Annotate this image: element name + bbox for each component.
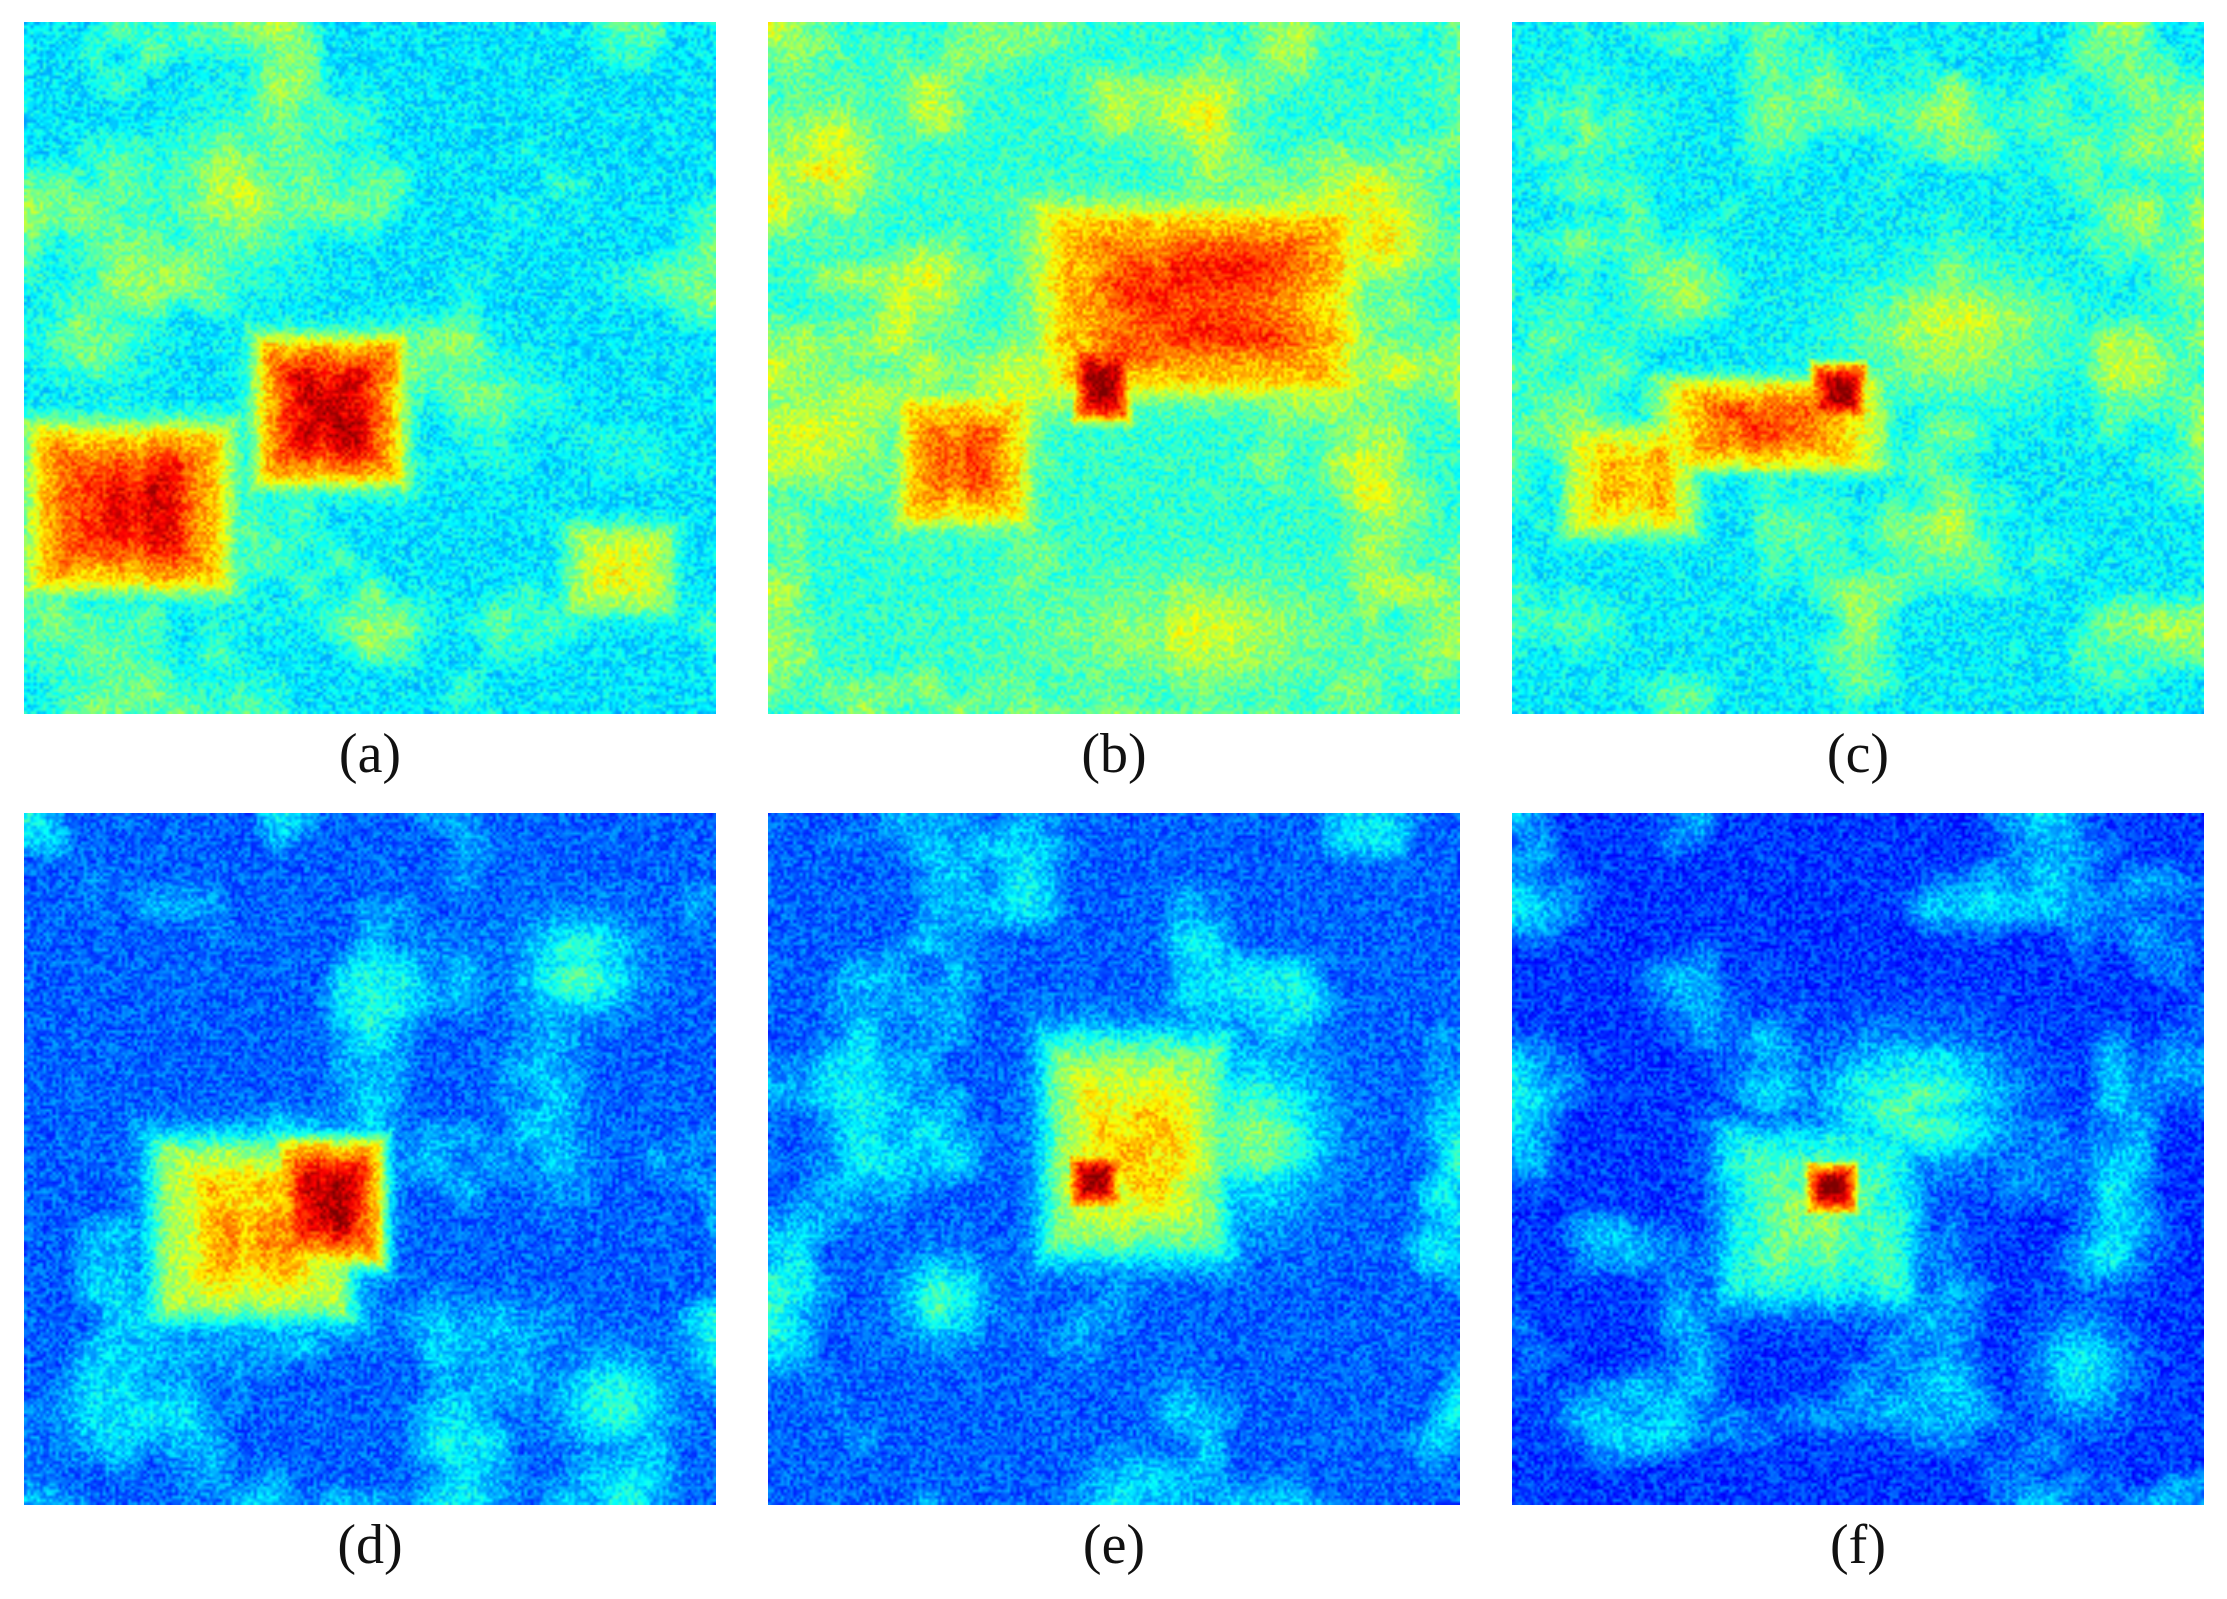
heatmap-panel-b (768, 22, 1460, 714)
heatmap-panel-d (24, 813, 716, 1505)
heatmap-image-e (768, 813, 1460, 1505)
heatmap-image-b (768, 22, 1460, 714)
panel-caption-e: (e) (1082, 1514, 1146, 1576)
heatmap-panel-e (768, 813, 1460, 1505)
heatmap-panel-f (1512, 813, 2204, 1505)
heatmap-image-c (1512, 22, 2204, 714)
heatmap-image-d (24, 813, 716, 1505)
panel-caption-c: (c) (1826, 723, 1890, 785)
panel-caption-a: (a) (338, 723, 402, 785)
panel-caption-b: (b) (1081, 723, 1147, 785)
heatmap-panel-c (1512, 22, 2204, 714)
heatmap-image-a (24, 22, 716, 714)
panel-caption-d: (d) (337, 1514, 403, 1576)
heatmap-image-f (1512, 813, 2204, 1505)
heatmap-panel-a (24, 22, 716, 714)
panel-caption-f: (f) (1830, 1514, 1886, 1576)
